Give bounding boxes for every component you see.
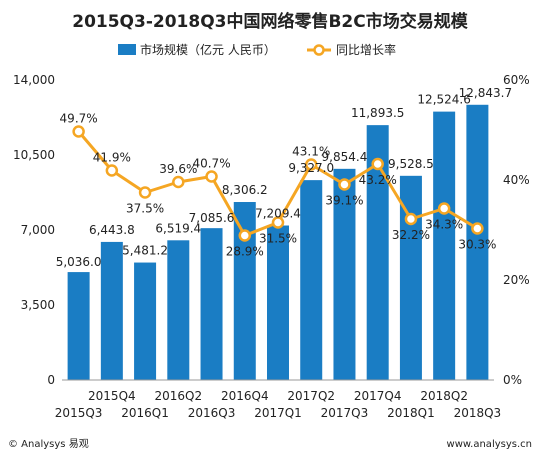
line-value-label: 39.1% — [325, 194, 363, 208]
line-point — [404, 212, 418, 226]
right-axis-tick-label: 20% — [503, 273, 530, 287]
bar — [67, 272, 90, 380]
left-axis-tick-label: 3,500 — [21, 298, 55, 312]
bar — [399, 175, 422, 380]
line-value-label: 39.6% — [159, 162, 197, 176]
left-axis-tick-label: 7,000 — [21, 223, 55, 237]
line-value-label: 37.5% — [126, 202, 164, 216]
bar-value-label: 12,524.6 — [417, 93, 470, 107]
legend-swatch-marker — [313, 44, 325, 56]
bar — [233, 202, 256, 380]
line-value-label: 30.3% — [458, 238, 496, 252]
bar — [366, 125, 389, 380]
bar — [300, 180, 323, 380]
x-axis-label: 2016Q1 — [121, 406, 169, 420]
bar-value-label: 7,209.4 — [255, 207, 301, 221]
x-axis-label: 2016Q4 — [221, 389, 269, 403]
right-axis-tick-label: 60% — [503, 73, 530, 87]
chart-title: 2015Q3-2018Q3中国网络零售B2C市场交易规模 — [72, 11, 469, 32]
line-value-label: 49.7% — [60, 112, 98, 126]
left-axis-tick-label: 0 — [47, 373, 55, 387]
line-point — [437, 202, 451, 215]
bar-value-label: 11,893.5 — [351, 106, 404, 120]
x-axis-label: 2017Q1 — [254, 406, 302, 420]
line-value-label: 41.9% — [93, 151, 131, 165]
x-axis-label: 2017Q3 — [321, 406, 369, 420]
line-point — [304, 158, 318, 171]
line-value-label: 40.7% — [192, 157, 230, 171]
line-point — [238, 229, 252, 242]
line-point — [138, 186, 152, 199]
bar-value-label: 12,843.7 — [459, 86, 512, 100]
line-point — [271, 216, 285, 229]
bar-value-label: 9,528.5 — [388, 157, 434, 171]
bar-value-label: 5,481.2 — [122, 244, 168, 258]
right-axis-tick-label: 0% — [503, 373, 522, 387]
left-axis-ticks: 0 3,500 7,000 10,500 14,000 — [13, 73, 55, 387]
x-axis-label: 2016Q3 — [188, 406, 236, 420]
x-axis-label: 2017Q2 — [287, 389, 335, 403]
x-axis-label: 2017Q4 — [354, 389, 402, 403]
footer-copyright: © Analysys 易观 — [8, 439, 89, 450]
bar — [100, 241, 123, 380]
bar-value-labels: 5,036.0 6,443.8 5,481.2 6,519.47,085.6 8,306… — [56, 86, 512, 269]
line-value-label: 32.2% — [392, 228, 430, 242]
bar-series — [67, 104, 489, 380]
line-point — [72, 125, 85, 138]
line-point — [105, 164, 119, 177]
line-series — [72, 125, 484, 242]
line-point — [471, 222, 484, 235]
chart-legend: 市场规模（亿元 人民币） 同比增长率 — [118, 42, 396, 57]
x-axis-label: 2015Q3 — [55, 406, 103, 420]
bar — [267, 225, 289, 380]
legend-label-line: 同比增长率 — [336, 42, 396, 57]
bar-value-label: 5,036.0 — [56, 255, 102, 269]
bar-value-label: 6,519.4 — [155, 221, 201, 235]
line-value-label: 43.2% — [359, 173, 397, 187]
line-value-label: 28.9% — [226, 245, 264, 259]
bar — [200, 228, 223, 380]
x-axis-label: 2018Q1 — [387, 406, 435, 420]
bar — [333, 168, 356, 380]
right-axis-tick-label: 40% — [503, 173, 530, 187]
line-value-labels: 49.7% 41.9% 37.5% 39.6%40.7% 28.9%31.5% 43.1%… — [60, 112, 497, 259]
legend-swatch-bars — [118, 44, 136, 55]
x-axis-label: 2016Q2 — [154, 389, 202, 403]
line-value-label: 34.3% — [425, 218, 463, 232]
x-axis-label: 2018Q3 — [454, 406, 502, 420]
line-value-label: 31.5% — [259, 232, 297, 246]
bar — [167, 240, 190, 380]
line-point — [371, 157, 384, 171]
x-axis-label: 2018Q2 — [420, 389, 468, 403]
x-axis-label: 2015Q4 — [88, 389, 136, 403]
left-axis-tick-label: 14,000 — [13, 73, 55, 87]
x-axis-labels: 2015Q3 2015Q4 2016Q1 2016Q2 2016Q3 2016Q4 2017… — [55, 389, 501, 420]
bar-value-label: 7,085.6 — [189, 211, 235, 225]
bar — [466, 104, 489, 380]
line-value-label: 43.1% — [292, 145, 330, 159]
bar-value-label: 9,854.4 — [322, 150, 368, 164]
line-point — [338, 178, 351, 191]
right-axis-ticks: 0% 20% 40% 60% — [503, 73, 530, 387]
bar — [134, 262, 157, 380]
bar — [433, 111, 456, 380]
bar-value-label: 6,443.8 — [89, 223, 135, 237]
legend-label-bars: 市场规模（亿元 人民币） — [140, 42, 276, 57]
left-axis-tick-label: 10,500 — [13, 148, 55, 162]
line-point — [172, 175, 185, 189]
line-point — [205, 170, 218, 183]
footer-website: www.analysys.cn — [446, 439, 532, 450]
bar-value-label: 9,327.0 — [288, 161, 334, 175]
bar-value-label: 8,306.2 — [222, 183, 268, 197]
